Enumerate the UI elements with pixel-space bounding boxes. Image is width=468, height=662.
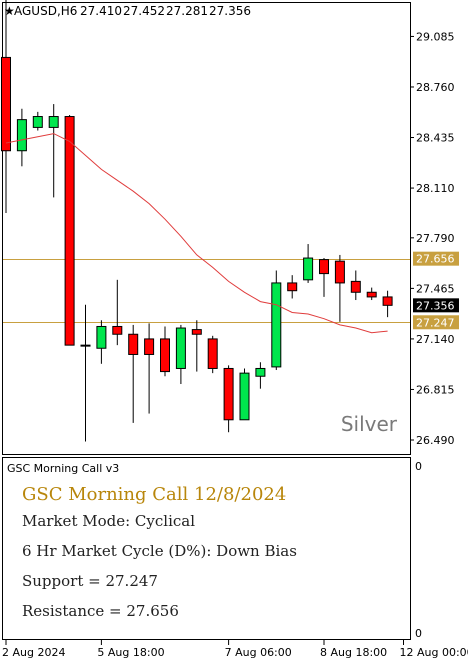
candle-body (191, 329, 202, 335)
current-price-tag (413, 298, 459, 313)
candle-body (112, 325, 123, 335)
y-tick-label: 28.760 (416, 81, 455, 94)
market-cycle-line: 6 Hr Market Cycle (D%): Down Bias (22, 542, 297, 560)
y-tick-label: 27.140 (416, 333, 455, 346)
moving-average (5, 133, 388, 334)
x-axis-ticks: 2 Aug 2024 5 Aug 18:00 7 Aug 06:00 8 Aug 18… (2, 640, 468, 659)
header-low: 27.281 (166, 4, 208, 18)
x-tick-label: 12 Aug 00:00 (400, 646, 468, 659)
indicator-scale-top: 0 (415, 460, 422, 473)
indicator-window: GSC Morning Call v3 0 0 GSC Morning Call… (7, 460, 422, 640)
candle-body (223, 367, 234, 421)
candle-body (319, 259, 329, 275)
indicator-name: GSC Morning Call v3 (7, 462, 119, 475)
ma-line (5, 133, 388, 334)
indicator-pane-frame (2, 457, 411, 640)
x-tick-label: 2 Aug 2024 (2, 646, 65, 659)
x-tick-label: 7 Aug 06:00 (225, 646, 292, 659)
candle-body (175, 327, 186, 369)
y-tick-label: 26.490 (416, 434, 455, 447)
candle-body (144, 338, 155, 355)
price-labels: 27.656 27.247 27.356 (413, 251, 459, 330)
price-pane-frame (2, 2, 411, 455)
candle-body (271, 282, 282, 368)
candle-body (303, 257, 314, 281)
candle-body (48, 116, 59, 128)
candle-body (80, 344, 91, 347)
symbol-header: ★ AGUSD,H6 27.410 27.452 27.281 27.356 (4, 4, 251, 18)
level-price-tag-0 (413, 251, 459, 266)
candle-body (128, 333, 139, 355)
candle-body (334, 260, 345, 284)
y-axis-ticks: 29.085 28.760 28.435 28.110 27.790 27.465 27.1… (410, 30, 455, 447)
x-tick-label: 5 Aug 18:00 (97, 646, 164, 659)
candle-body (382, 296, 393, 306)
indicator-title: GSC Morning Call 12/8/2024 (22, 484, 286, 505)
candle-body (96, 325, 107, 349)
candle-body (32, 116, 43, 128)
support-line: Support = 27.247 (22, 572, 158, 590)
current-price-label: 27.356 (416, 299, 455, 312)
candle-body (1, 56, 11, 152)
resistance-line: Resistance = 27.656 (22, 602, 179, 620)
y-tick-label: 26.815 (416, 383, 455, 396)
candle-body (64, 116, 75, 346)
candle-body (255, 367, 266, 377)
candle-body (239, 372, 250, 421)
watermark: Silver (341, 412, 398, 436)
candle-body (160, 338, 170, 373)
candle-body (16, 119, 27, 152)
level-lines (3, 259, 410, 323)
level-price-label-0: 27.656 (416, 253, 455, 266)
y-tick-label: 28.110 (416, 182, 455, 195)
candle-body (350, 280, 361, 293)
candle-body (366, 291, 377, 298)
candle-body (207, 338, 218, 369)
header-symbol: AGUSD,H6 (14, 4, 77, 18)
y-tick-label: 29.085 (416, 30, 455, 43)
candle-body (287, 282, 298, 292)
indicator-scale-bottom: 0 (415, 627, 422, 640)
header-close: 27.356 (209, 4, 251, 18)
market-mode-line: Market Mode: Cyclical (22, 512, 195, 530)
y-tick-label: 28.435 (416, 132, 455, 145)
candles (1, 0, 393, 442)
y-tick-label: 27.465 (416, 282, 455, 295)
header-high: 27.452 (123, 4, 165, 18)
level-price-label-1: 27.247 (416, 316, 455, 329)
level-price-tag-1 (413, 315, 459, 330)
header-open: 27.410 (80, 4, 122, 18)
x-tick-label: 8 Aug 18:00 (320, 646, 387, 659)
header-star-icon: ★ (4, 4, 15, 18)
y-tick-label: 27.790 (416, 232, 455, 245)
